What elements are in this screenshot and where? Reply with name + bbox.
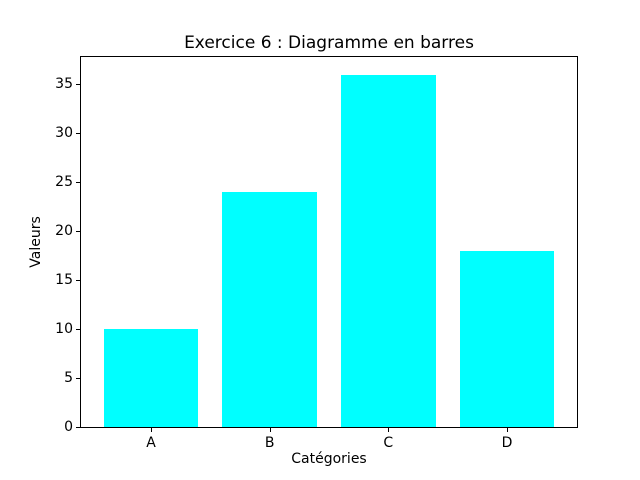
y-tick-mark <box>76 378 80 380</box>
y-tick-mark <box>76 280 80 282</box>
y-tick-label: 0 <box>64 419 73 435</box>
y-tick-label: 35 <box>55 76 73 93</box>
chart-title: Exercice 6 : Diagramme en barres <box>184 33 474 53</box>
x-tick-label: B <box>264 435 275 451</box>
y-tick-label: 25 <box>55 174 73 191</box>
y-tick-label: 5 <box>64 370 73 387</box>
y-tick-mark <box>76 231 80 233</box>
x-tick-label: A <box>146 435 156 451</box>
x-tick-label: C <box>383 435 394 451</box>
y-tick-label: 30 <box>55 125 73 142</box>
x-tick-mark <box>388 428 390 432</box>
x-tick-label: D <box>501 435 513 451</box>
bar-A <box>103 329 199 427</box>
plot-area <box>80 56 578 428</box>
y-tick-label: 15 <box>55 272 73 289</box>
x-axis-label: Catégories <box>291 451 367 467</box>
y-axis-label: Valeurs <box>28 216 44 268</box>
y-tick-label: 10 <box>55 321 73 338</box>
y-tick-label: 20 <box>55 223 73 240</box>
bar-B <box>222 192 318 427</box>
y-tick-mark <box>76 182 80 184</box>
bar-D <box>459 250 555 427</box>
x-tick-mark <box>269 428 271 432</box>
bar-C <box>340 74 436 427</box>
y-tick-mark <box>76 427 80 428</box>
y-tick-mark <box>76 84 80 86</box>
y-tick-mark <box>76 133 80 135</box>
x-tick-mark <box>151 428 152 432</box>
x-tick-mark <box>507 428 508 432</box>
y-tick-mark <box>76 329 80 331</box>
